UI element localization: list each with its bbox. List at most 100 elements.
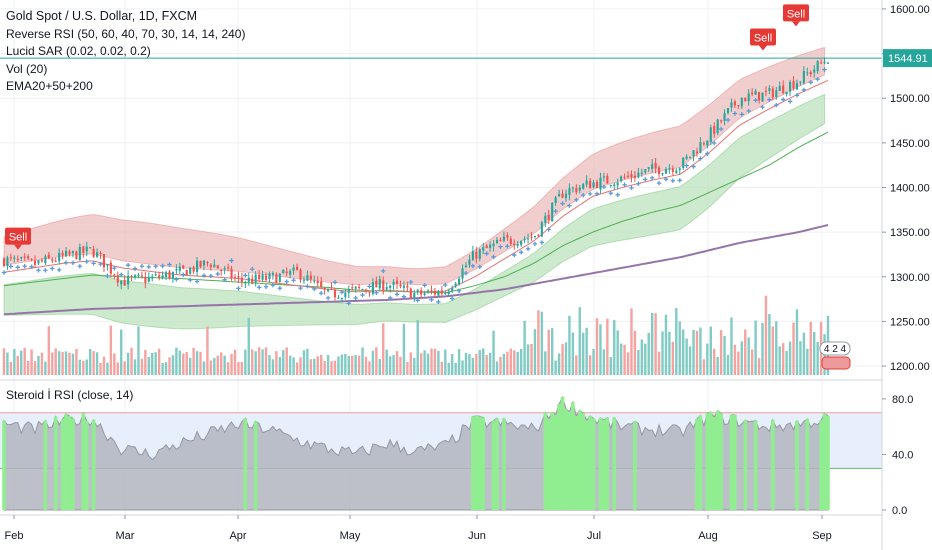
candle-body — [675, 170, 678, 174]
rsi-hot-bar — [43, 420, 48, 510]
indicator-reverse-rsi[interactable]: Reverse RSI (50, 60, 40, 70, 30, 14, 14,… — [6, 26, 246, 41]
candle-body — [120, 280, 123, 285]
volume-bar — [719, 330, 723, 375]
volume-bar — [188, 357, 192, 375]
sar-point — [1, 270, 7, 275]
volume-bar — [592, 349, 595, 375]
sar-point — [456, 288, 462, 294]
candle-body — [389, 285, 392, 288]
rsi-hot-bar — [771, 419, 775, 510]
rsi-pane-title[interactable]: Steroid İ RSI (close, 14) — [6, 388, 134, 402]
volume-bar — [151, 352, 154, 375]
candle-body — [275, 274, 278, 284]
rsi-hot-bar — [481, 417, 486, 510]
candle-body — [185, 270, 188, 276]
volume-bar — [430, 348, 433, 375]
volume-bar — [309, 359, 313, 375]
sar-point — [360, 292, 365, 298]
ema20-line — [3, 79, 829, 293]
candle-body — [802, 71, 805, 84]
volume-bar — [764, 295, 768, 375]
candle-body — [689, 156, 692, 158]
volume-bar — [492, 330, 495, 375]
sar-point — [367, 284, 372, 289]
sell-signal — [5, 227, 31, 245]
sar-point — [581, 192, 586, 198]
candle-body — [726, 108, 730, 113]
rsi-hot-bar — [577, 410, 582, 510]
sar-point — [291, 278, 296, 283]
volume-bar — [540, 311, 544, 375]
sar-point — [318, 291, 324, 296]
volume-bar — [461, 360, 464, 375]
candle-body — [213, 264, 216, 268]
candle-body — [458, 278, 461, 285]
volume-bar — [778, 346, 781, 375]
indicator-ema[interactable]: EMA20+50+200 — [6, 79, 93, 93]
volume-bar — [730, 317, 733, 375]
volume-bar — [816, 342, 819, 375]
candle-body — [482, 247, 485, 251]
indicator-lucid-sar[interactable]: Lucid SAR (0.02, 0.02, 0.2) — [6, 44, 151, 58]
volume-bar — [168, 357, 171, 375]
volume-bar — [216, 355, 219, 375]
sar-point — [822, 67, 827, 72]
rsi-hot-bar — [712, 416, 717, 510]
indicator-volume[interactable]: Vol (20) — [6, 61, 48, 76]
candle-body — [206, 262, 209, 264]
volume-bar — [137, 326, 140, 375]
sar-point — [705, 151, 710, 156]
rsi-hot-bar — [60, 419, 65, 510]
candle-body — [144, 277, 147, 283]
volume-bar — [564, 342, 568, 375]
sar-point — [643, 177, 648, 182]
sar-point — [794, 93, 800, 98]
volume-bar — [306, 348, 309, 375]
candle-body — [661, 173, 664, 175]
candle-body — [337, 297, 340, 299]
sar-point — [187, 277, 193, 283]
volume-bar — [585, 327, 588, 375]
candle-body — [420, 290, 423, 295]
sar-point — [312, 286, 317, 292]
volume-bar — [723, 335, 726, 375]
volume-bar — [450, 354, 454, 375]
candle-body — [158, 275, 161, 278]
sar-point — [629, 185, 634, 191]
volume-bar — [299, 357, 302, 375]
candle-body — [61, 252, 64, 256]
sar-point — [332, 280, 338, 285]
volume-bar — [44, 361, 47, 375]
volume-bar — [523, 320, 526, 375]
rsi-hot-bar — [795, 420, 799, 510]
candle-body — [133, 275, 137, 278]
candle-body — [554, 197, 557, 204]
volume-bar — [757, 358, 761, 375]
event-badge-label: 4 2 4 — [824, 344, 847, 355]
candle-body — [599, 177, 602, 190]
volume-bar — [382, 323, 385, 375]
candle-body — [516, 244, 519, 246]
candle-body — [682, 157, 685, 168]
volume-bar — [599, 324, 602, 375]
volume-bar — [426, 353, 430, 375]
rsi-hot-bar — [708, 411, 713, 510]
candle-body — [630, 174, 633, 178]
rsi-tick-label: 40.0 — [892, 449, 913, 461]
volume-bar — [516, 351, 519, 375]
rsi-hot-bar — [805, 418, 810, 510]
rsi-hot-bar — [588, 415, 592, 510]
candle-body — [533, 235, 537, 237]
candle-body — [227, 267, 230, 269]
candle-body — [2, 258, 6, 267]
candle-body — [799, 81, 802, 83]
volume-bar — [357, 355, 361, 375]
volume-bar — [206, 326, 209, 375]
candle-body — [813, 69, 816, 73]
candle-body — [99, 253, 102, 255]
volume-bar — [447, 362, 450, 375]
volume-bar — [644, 343, 647, 375]
candle-body — [740, 98, 743, 107]
candle-body — [437, 291, 440, 296]
